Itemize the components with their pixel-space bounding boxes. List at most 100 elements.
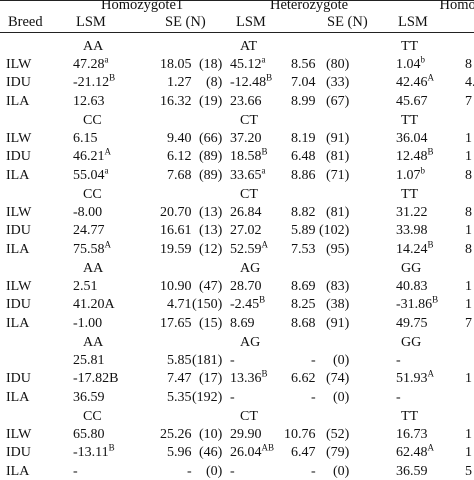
cropped-cell: 8 (465, 57, 472, 73)
breed-cell: ILA (6, 94, 29, 110)
cropped-cell: 1 (465, 223, 472, 239)
n-cell: (71) (326, 168, 349, 184)
lsm-cell: 27.02 (230, 223, 262, 239)
lsm-cell: -2.45B (230, 297, 265, 313)
significance-superscript: B (428, 239, 434, 249)
group-header: Homozyg (440, 0, 474, 13)
genotype-label: GG (401, 261, 421, 277)
se-cell: 10.90 (160, 279, 192, 295)
lsm-cell: - (396, 390, 401, 406)
genotype-label: AT (240, 39, 257, 55)
significance-superscript: A (105, 147, 112, 157)
header-rule (0, 32, 474, 33)
lsm-cell: 2.51 (73, 279, 98, 295)
lsm-cell: 12.63 (73, 94, 105, 110)
breed-cell: IDU (6, 75, 31, 91)
lsm-header: LSM (236, 14, 266, 30)
genotype-label: GG (401, 335, 421, 351)
lsm-cell: 13.36B (230, 371, 268, 387)
significance-superscript: B (259, 295, 265, 305)
lsm-cell: - (230, 390, 235, 406)
genotype-label: CC (83, 409, 102, 425)
breed-cell: IDU (6, 445, 31, 461)
significance-superscript: B (432, 295, 438, 305)
significance-superscript: A (428, 369, 435, 379)
lsm-cell: 36.04 (396, 131, 428, 147)
cropped-cell: 1 (465, 371, 472, 387)
lsm-header: LSM (76, 14, 106, 30)
breed-cell: ILA (6, 242, 29, 258)
n-cell: (12) (199, 242, 222, 258)
lsm-cell: 36.59 (396, 464, 428, 480)
breed-cell: ILW (6, 131, 31, 147)
se-cell: 4.71 (167, 297, 192, 313)
n-cell: (15) (199, 316, 222, 332)
group-header: Heterozygote (270, 0, 348, 13)
cropped-cell: 8 (465, 205, 472, 221)
lsm-cell: 52.59A (230, 242, 268, 258)
genotype-label: TT (401, 39, 418, 55)
genotype-label: TT (401, 187, 418, 203)
genotype-label: TT (401, 409, 418, 425)
lsm-cell: 55.04a (73, 168, 109, 184)
significance-superscript: B (109, 73, 115, 83)
se-cell: 20.70 (160, 205, 192, 221)
cropped-cell: 8 (465, 168, 472, 184)
se-cell: 8.69 (291, 279, 316, 295)
breed-header: Breed (8, 14, 43, 30)
lsm-cell: 46.21A (73, 149, 111, 165)
significance-superscript: A (262, 239, 269, 249)
breed-cell: IDU (6, 371, 31, 387)
n-cell: (74) (326, 371, 349, 387)
significance-superscript: a (105, 55, 109, 65)
breed-cell: ILW (6, 57, 31, 73)
n-cell: (52) (326, 427, 349, 443)
cropped-cell: 1 (465, 445, 472, 461)
breed-cell: ILW (6, 427, 31, 443)
significance-superscript: AB (262, 443, 275, 453)
lsm-cell: 8.69 (230, 316, 255, 332)
se-cell: - (311, 464, 316, 480)
lsm-cell: 40.83 (396, 279, 428, 295)
significance-superscript: B (266, 73, 272, 83)
significance-superscript: B (109, 443, 115, 453)
n-cell: (66) (199, 131, 222, 147)
cropped-cell: 1 (465, 297, 472, 313)
n-cell: (33) (326, 75, 349, 91)
se-cell: 7.53 (291, 242, 316, 258)
lsm-cell: 51.93A (396, 371, 434, 387)
n-cell: (18) (199, 57, 222, 73)
n-cell: (150) (192, 297, 222, 313)
lsm-cell: 28.70 (230, 279, 262, 295)
n-cell: (13) (199, 223, 222, 239)
genotype-label: CT (240, 409, 258, 425)
n-cell: (80) (326, 57, 349, 73)
cropped-cell: 5 (465, 464, 472, 480)
lsm-cell: 65.80 (73, 427, 105, 443)
genotype-label: CC (83, 113, 102, 129)
n-cell: (8) (206, 75, 222, 91)
breed-cell: ILW (6, 205, 31, 221)
lsm-cell: 33.98 (396, 223, 428, 239)
se-cell: 8.19 (291, 131, 316, 147)
lsm-cell: 47.28a (73, 57, 109, 73)
n-cell: (19) (199, 94, 222, 110)
se-cell: 7.04 (291, 75, 316, 91)
se-cell: 10.76 (284, 427, 316, 443)
lsm-cell: -1.00 (73, 316, 102, 332)
se-cell: 6.47 (291, 445, 316, 461)
n-cell: (102) (319, 223, 349, 239)
se-cell: 8.25 (291, 297, 316, 313)
cropped-cell: 7 (465, 316, 472, 332)
lsm-cell: 62.48A (396, 445, 434, 461)
breed-cell: IDU (6, 149, 31, 165)
genotype-label: CT (240, 113, 258, 129)
lsm-cell: 24.77 (73, 223, 105, 239)
n-cell: (192) (192, 390, 222, 406)
significance-superscript: A (105, 239, 112, 249)
lsm-cell: 37.20 (230, 131, 262, 147)
lsm-cell: 23.66 (230, 94, 262, 110)
n-cell: (67) (326, 94, 349, 110)
n-cell: (181) (192, 353, 222, 369)
lsm-cell: 6.15 (73, 131, 98, 147)
